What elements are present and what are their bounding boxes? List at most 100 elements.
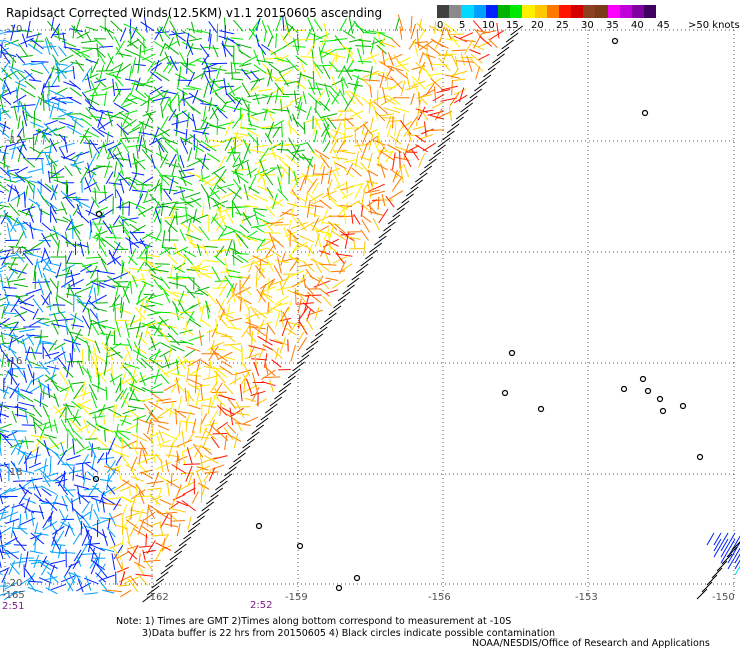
wind-barb bbox=[221, 407, 235, 416]
wind-barb bbox=[262, 178, 267, 192]
wind-barb bbox=[0, 280, 4, 283]
wind-barb bbox=[114, 430, 122, 443]
wind-barb bbox=[28, 462, 42, 469]
wind-barb bbox=[285, 154, 300, 167]
wind-barb bbox=[182, 309, 196, 321]
wind-barb bbox=[159, 42, 166, 57]
wind-barb bbox=[262, 293, 275, 304]
wind-barb bbox=[286, 163, 298, 179]
wind-barb bbox=[110, 20, 123, 33]
wind-barb bbox=[313, 19, 323, 32]
wind-barb bbox=[210, 424, 220, 434]
wind-barb bbox=[37, 421, 50, 427]
wind-barb bbox=[252, 96, 268, 101]
wind-barb bbox=[121, 137, 139, 140]
wind-barb bbox=[434, 108, 443, 121]
edge-barb bbox=[283, 375, 296, 386]
wind-barb bbox=[83, 181, 98, 190]
wind-barb bbox=[116, 551, 129, 560]
wind-barb bbox=[254, 260, 265, 272]
wind-barb bbox=[438, 57, 451, 72]
wind-barb bbox=[211, 323, 219, 338]
wind-barb bbox=[223, 78, 228, 96]
wind-barb bbox=[19, 222, 27, 239]
wind-barb bbox=[120, 354, 128, 368]
wind-barb bbox=[77, 486, 81, 505]
wind-barb bbox=[417, 106, 426, 121]
wind-barb bbox=[188, 38, 202, 42]
wind-barb bbox=[43, 458, 47, 474]
wind-barb bbox=[10, 297, 21, 313]
wind-barb bbox=[186, 57, 189, 74]
wind-barb bbox=[306, 141, 315, 154]
edge-barb bbox=[474, 81, 487, 92]
wind-barb bbox=[74, 335, 89, 344]
wind-barb bbox=[55, 218, 69, 223]
wind-barb bbox=[98, 53, 106, 65]
wind-barb bbox=[75, 399, 91, 408]
wind-barb bbox=[33, 418, 37, 434]
wind-barb bbox=[376, 136, 388, 152]
wind-barb bbox=[226, 97, 241, 104]
wind-barb bbox=[270, 152, 285, 160]
wind-barb bbox=[478, 41, 491, 48]
wind-barb bbox=[313, 229, 331, 235]
wind-barb bbox=[68, 47, 82, 58]
wind-barb bbox=[4, 321, 19, 327]
edge-barb bbox=[206, 494, 219, 505]
wind-barb bbox=[48, 295, 51, 311]
wind-barb bbox=[135, 77, 141, 91]
wind-barb bbox=[287, 270, 305, 279]
wind-barb bbox=[24, 409, 29, 424]
wind-barb bbox=[17, 115, 21, 129]
wind-barb bbox=[118, 111, 133, 121]
wind-barb bbox=[182, 356, 193, 367]
wind-barb bbox=[256, 238, 266, 251]
wind-barb bbox=[268, 63, 282, 74]
wind-barb bbox=[466, 55, 473, 73]
wind-barb bbox=[389, 190, 404, 200]
wind-barb bbox=[433, 40, 449, 49]
wind-barb bbox=[42, 474, 51, 487]
wind-barb bbox=[0, 343, 3, 352]
wind-barb bbox=[361, 97, 372, 107]
wind-barb bbox=[121, 504, 127, 519]
wind-barb bbox=[109, 346, 124, 359]
wind-barb bbox=[208, 97, 213, 112]
wind-barb bbox=[138, 490, 145, 505]
wind-barb bbox=[77, 243, 90, 248]
wind-barb bbox=[162, 97, 171, 112]
wind-barb bbox=[172, 277, 188, 281]
wind-barb bbox=[29, 226, 44, 232]
wind-barb bbox=[295, 289, 297, 305]
wind-barb bbox=[42, 520, 58, 531]
wind-barb bbox=[125, 380, 140, 393]
wind-barb bbox=[713, 538, 722, 552]
wind-barb bbox=[238, 49, 251, 59]
wind-barb bbox=[108, 440, 122, 449]
wind-barb bbox=[213, 172, 226, 184]
wind-barb bbox=[18, 135, 27, 151]
wind-barb bbox=[0, 488, 2, 490]
wind-barb bbox=[376, 89, 379, 104]
wind-barb bbox=[186, 447, 193, 465]
wind-barb bbox=[103, 277, 116, 283]
wind-barb bbox=[207, 190, 220, 198]
wind-barb bbox=[161, 431, 178, 441]
wind-barb bbox=[353, 75, 360, 91]
wind-barb bbox=[199, 418, 203, 434]
wind-barb bbox=[369, 116, 374, 130]
wind-barb bbox=[167, 484, 170, 497]
wind-barb bbox=[188, 404, 201, 410]
wind-barb bbox=[208, 360, 212, 378]
wind-barb bbox=[249, 306, 260, 320]
wind-barb bbox=[154, 263, 170, 265]
wind-barb bbox=[123, 576, 139, 584]
wind-barb bbox=[399, 165, 404, 184]
wind-barb bbox=[29, 414, 43, 425]
wind-barb bbox=[23, 370, 27, 383]
wind-barb bbox=[351, 92, 364, 107]
wind-barb bbox=[373, 36, 386, 47]
wind-barb bbox=[358, 39, 371, 42]
wind-barb bbox=[158, 429, 164, 443]
